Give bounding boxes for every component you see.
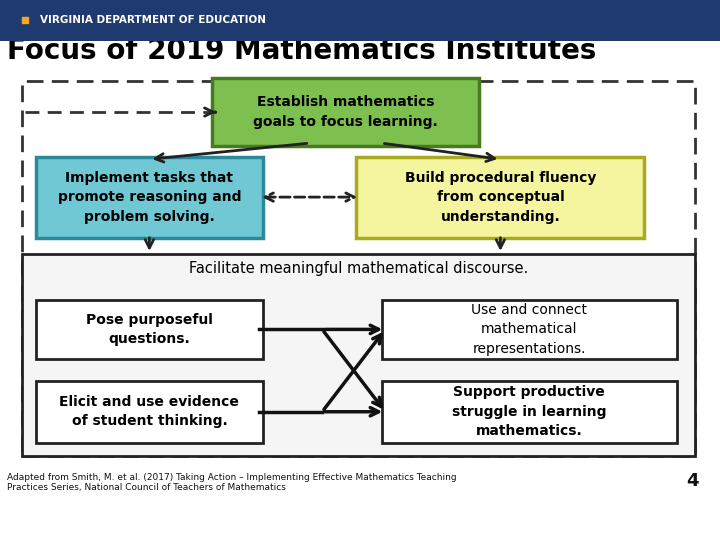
FancyBboxPatch shape <box>212 78 479 146</box>
FancyBboxPatch shape <box>0 0 720 40</box>
FancyBboxPatch shape <box>36 300 263 359</box>
Text: Build procedural fluency
from conceptual
understanding.: Build procedural fluency from conceptual… <box>405 171 596 224</box>
Text: Support productive
struggle in learning
mathematics.: Support productive struggle in learning … <box>452 385 606 438</box>
Text: Adapted from Smith, M. et al. (2017) Taking Action – Implementing Effective Math: Adapted from Smith, M. et al. (2017) Tak… <box>7 472 456 492</box>
Text: VIRGINIA DEPARTMENT OF EDUCATION: VIRGINIA DEPARTMENT OF EDUCATION <box>40 15 266 25</box>
Text: Use and connect
mathematical
representations.: Use and connect mathematical representat… <box>471 303 588 356</box>
FancyBboxPatch shape <box>36 381 263 443</box>
FancyBboxPatch shape <box>36 157 263 238</box>
Text: Establish mathematics
goals to focus learning.: Establish mathematics goals to focus lea… <box>253 95 438 129</box>
Text: Facilitate meaningful mathematical discourse.: Facilitate meaningful mathematical disco… <box>189 261 528 276</box>
FancyBboxPatch shape <box>382 300 677 359</box>
Text: Elicit and use evidence
of student thinking.: Elicit and use evidence of student think… <box>60 395 239 429</box>
Text: 4: 4 <box>686 472 698 490</box>
FancyBboxPatch shape <box>22 254 695 456</box>
Text: Implement tasks that
promote reasoning and
problem solving.: Implement tasks that promote reasoning a… <box>58 171 241 224</box>
FancyBboxPatch shape <box>382 381 677 443</box>
Text: Focus of 2019 Mathematics Institutes: Focus of 2019 Mathematics Institutes <box>7 37 597 65</box>
Text: Pose purposeful
questions.: Pose purposeful questions. <box>86 313 213 346</box>
FancyBboxPatch shape <box>356 157 644 238</box>
